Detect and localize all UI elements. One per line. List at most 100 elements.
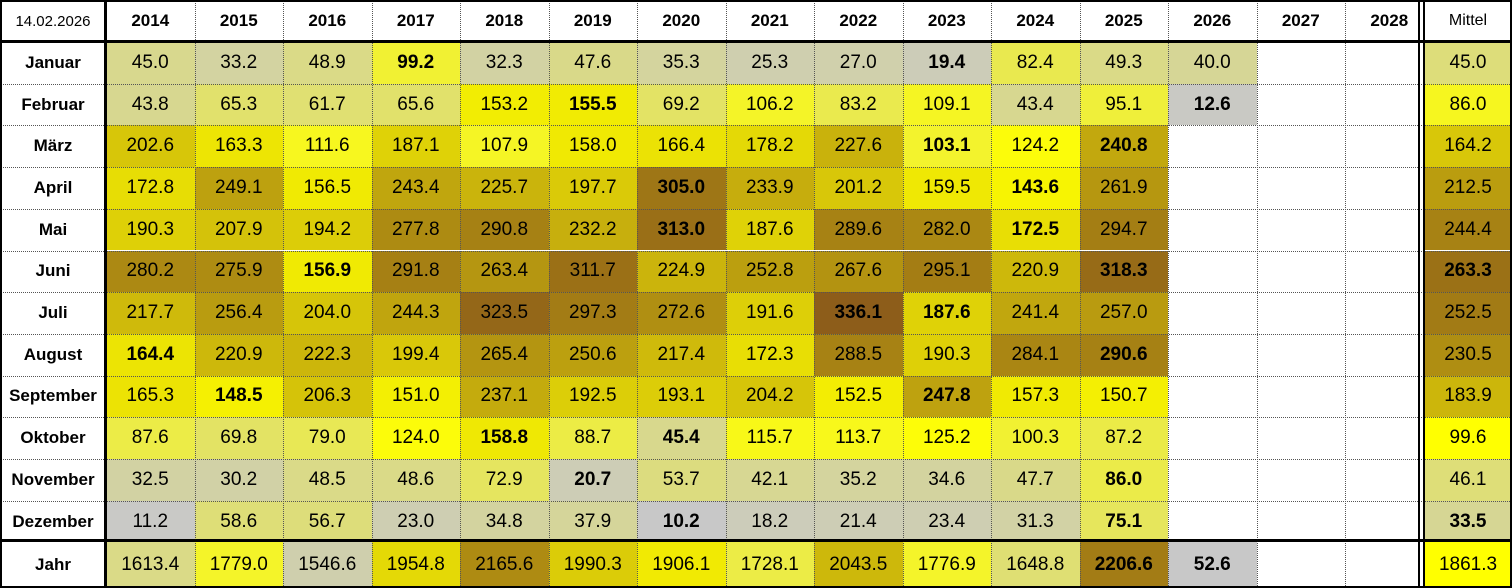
value-cell[interactable]: 267.6 <box>814 250 903 293</box>
row-label-month[interactable]: April <box>33 177 73 197</box>
value-cell[interactable]: 217.7 <box>106 292 195 334</box>
value-cell[interactable]: 277.8 <box>371 208 460 251</box>
value-cell[interactable]: 43.8 <box>106 83 195 126</box>
value-cell[interactable]: 187.1 <box>371 125 460 168</box>
value-cell[interactable]: 155.5 <box>548 83 637 126</box>
mittel-cell[interactable]: 252.5 <box>1424 292 1512 334</box>
value-cell[interactable] <box>1345 501 1434 543</box>
value-cell[interactable]: 82.4 <box>991 42 1080 84</box>
value-cell[interactable]: 249.1 <box>194 167 283 209</box>
value-cell[interactable]: 295.1 <box>902 250 991 293</box>
value-cell[interactable]: 233.9 <box>725 167 814 209</box>
value-cell[interactable]: 220.9 <box>194 333 283 376</box>
year-total-cell[interactable]: 1776.9 <box>902 542 991 588</box>
row-label-month[interactable]: Mai <box>38 219 68 239</box>
mittel-cell[interactable]: 263.3 <box>1424 250 1512 293</box>
value-cell[interactable]: 202.6 <box>106 125 195 168</box>
value-cell[interactable]: 48.9 <box>283 42 372 84</box>
row-label-month[interactable]: Januar <box>25 52 81 72</box>
value-cell[interactable]: 34.8 <box>460 500 549 543</box>
value-cell[interactable]: 53.7 <box>637 459 726 501</box>
value-cell[interactable]: 252.8 <box>725 250 814 293</box>
value-cell[interactable] <box>1168 167 1257 209</box>
value-cell[interactable] <box>1257 42 1346 84</box>
value-cell[interactable]: 152.5 <box>814 375 903 418</box>
value-cell[interactable]: 256.4 <box>194 292 283 334</box>
value-cell[interactable]: 61.7 <box>283 83 372 126</box>
value-cell[interactable]: 48.6 <box>371 459 460 501</box>
year-total-cell[interactable]: 1906.1 <box>637 542 726 588</box>
value-cell[interactable]: 87.2 <box>1079 417 1168 459</box>
value-cell[interactable]: 30.2 <box>194 459 283 501</box>
value-cell[interactable]: 201.2 <box>814 167 903 209</box>
row-label-month[interactable]: Februar <box>21 94 85 114</box>
value-cell[interactable] <box>1168 417 1257 459</box>
value-cell[interactable]: 31.3 <box>991 500 1080 543</box>
value-cell[interactable]: 227.6 <box>814 125 903 168</box>
year-header-2020[interactable]: 2020 <box>662 11 701 30</box>
value-cell[interactable]: 32.5 <box>106 459 195 501</box>
value-cell[interactable]: 247.8 <box>902 375 991 418</box>
value-cell[interactable]: 220.9 <box>991 250 1080 293</box>
value-cell[interactable]: 224.9 <box>637 250 726 293</box>
value-cell[interactable]: 65.3 <box>194 83 283 126</box>
value-cell[interactable]: 187.6 <box>725 208 814 251</box>
mittel-header[interactable]: Mittel <box>1448 12 1488 29</box>
value-cell[interactable]: 109.1 <box>902 83 991 126</box>
value-cell[interactable]: 35.3 <box>637 42 726 84</box>
year-total-cell[interactable]: 1954.8 <box>371 542 460 588</box>
year-total-cell[interactable]: 2043.5 <box>814 542 903 588</box>
year-total-cell[interactable] <box>1345 542 1434 588</box>
value-cell[interactable]: 32.3 <box>460 42 549 84</box>
value-cell[interactable] <box>1345 167 1434 209</box>
value-cell[interactable]: 19.4 <box>902 42 991 84</box>
year-header-2017[interactable]: 2017 <box>396 11 435 30</box>
value-cell[interactable]: 99.2 <box>371 42 460 84</box>
value-cell[interactable] <box>1168 376 1257 418</box>
value-cell[interactable]: 47.6 <box>548 42 637 84</box>
year-header-2018[interactable]: 2018 <box>485 11 524 30</box>
value-cell[interactable]: 25.3 <box>725 42 814 84</box>
value-cell[interactable]: 243.4 <box>371 167 460 209</box>
mittel-cell[interactable]: 212.5 <box>1424 167 1512 209</box>
value-cell[interactable]: 95.1 <box>1079 83 1168 126</box>
mittel-cell[interactable]: 244.4 <box>1424 208 1512 251</box>
year-header-2015[interactable]: 2015 <box>219 11 258 30</box>
value-cell[interactable]: 225.7 <box>460 167 549 209</box>
value-cell[interactable]: 164.4 <box>106 333 195 376</box>
value-cell[interactable]: 305.0 <box>637 167 726 209</box>
value-cell[interactable]: 158.0 <box>548 125 637 168</box>
value-cell[interactable]: 244.3 <box>371 292 460 334</box>
value-cell[interactable]: 187.6 <box>902 292 991 334</box>
value-cell[interactable] <box>1168 125 1257 167</box>
value-cell[interactable] <box>1345 417 1434 459</box>
value-cell[interactable]: 56.7 <box>283 500 372 543</box>
value-cell[interactable]: 103.1 <box>902 125 991 168</box>
year-total-cell[interactable]: 2206.6 <box>1079 542 1168 588</box>
value-cell[interactable]: 250.6 <box>548 333 637 376</box>
value-cell[interactable]: 21.4 <box>814 500 903 543</box>
year-mittel-cell[interactable]: 1861.3 <box>1424 542 1512 588</box>
value-cell[interactable] <box>1345 84 1434 126</box>
value-cell[interactable]: 143.6 <box>991 167 1080 209</box>
value-cell[interactable]: 165.3 <box>106 375 195 418</box>
value-cell[interactable]: 172.3 <box>725 333 814 376</box>
year-header-2022[interactable]: 2022 <box>839 11 878 30</box>
year-total-cell[interactable]: 1546.6 <box>283 542 372 588</box>
value-cell[interactable]: 40.0 <box>1168 42 1257 84</box>
year-header-2027[interactable]: 2027 <box>1281 11 1320 30</box>
mittel-cell[interactable]: 230.5 <box>1424 333 1512 376</box>
value-cell[interactable]: 204.0 <box>283 292 372 334</box>
year-total-cell[interactable]: 1990.3 <box>548 542 637 588</box>
value-cell[interactable]: 100.3 <box>991 417 1080 459</box>
value-cell[interactable]: 166.4 <box>637 125 726 168</box>
value-cell[interactable]: 265.4 <box>460 333 549 376</box>
value-cell[interactable]: 178.2 <box>725 125 814 168</box>
value-cell[interactable]: 23.4 <box>902 500 991 543</box>
value-cell[interactable]: 190.3 <box>106 208 195 251</box>
year-header-2021[interactable]: 2021 <box>750 11 789 30</box>
value-cell[interactable]: 192.5 <box>548 375 637 418</box>
year-header-2023[interactable]: 2023 <box>927 11 966 30</box>
value-cell[interactable] <box>1257 125 1346 167</box>
value-cell[interactable]: 290.6 <box>1079 333 1168 376</box>
